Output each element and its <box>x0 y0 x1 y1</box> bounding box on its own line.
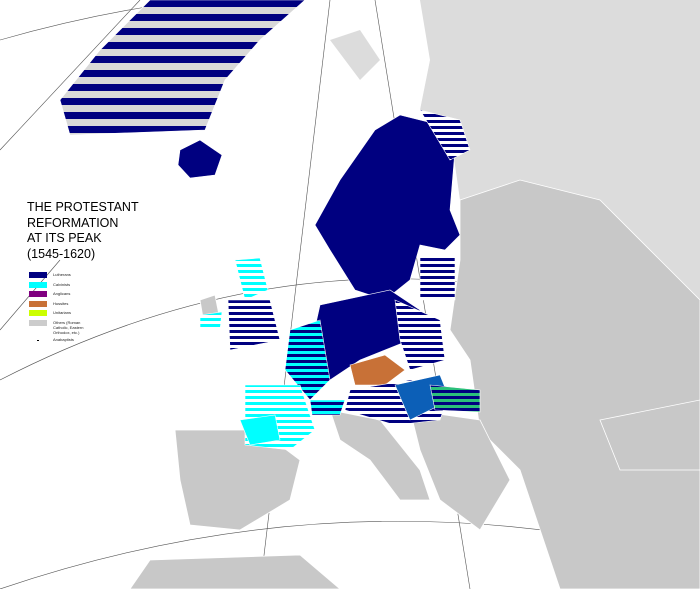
legend-label: Hussites <box>53 300 69 306</box>
transylvania <box>429 384 481 413</box>
legend-label: Lutherans <box>53 272 71 277</box>
legend-item-others: Others (Roman Catholic, Eastern Orthodox… <box>29 319 91 337</box>
unitarians-swatch <box>29 310 47 316</box>
anglicans-swatch <box>29 291 47 297</box>
legend-item-anabaptists: Anabaptists <box>29 337 91 347</box>
france-south <box>239 414 281 446</box>
legend-item-calvinists: Calvinists <box>29 281 91 292</box>
iceland <box>177 139 223 179</box>
others-swatch <box>29 319 47 326</box>
legend-item-unitarians: Unitarians <box>29 310 91 320</box>
baltics <box>419 254 456 301</box>
england <box>227 299 281 351</box>
legend-label: Others (Roman Catholic, Eastern Orthodox… <box>53 319 84 335</box>
germany-mix <box>284 319 331 401</box>
legend-label: Anabaptists <box>53 336 74 342</box>
scandinavia <box>314 114 461 301</box>
ireland-hatch <box>199 311 223 331</box>
poland <box>394 299 446 371</box>
legend-label: Unitarians <box>53 310 72 315</box>
anabaptists-dot <box>29 337 47 343</box>
bohemia <box>349 354 406 386</box>
legend: Lutherans Calvinists Anglicans Hussites … <box>29 272 91 346</box>
legend-item-lutherans: Lutherans <box>29 272 91 282</box>
lutherans-swatch <box>29 272 47 278</box>
map-title: THE PROTESTANT REFORMATION AT ITS PEAK (… <box>27 200 139 261</box>
protestant-regions <box>59 0 481 451</box>
scotland <box>234 257 269 301</box>
calvinists-swatch <box>29 281 47 288</box>
legend-item-hussites: Hussites <box>29 300 91 311</box>
legend-label: Anglicans <box>53 291 71 296</box>
land-other <box>129 179 700 589</box>
legend-item-anglicans: Anglicans <box>29 291 91 301</box>
swiss <box>309 399 346 416</box>
hussites-swatch <box>29 300 47 307</box>
finland-north <box>419 109 471 161</box>
greenland <box>59 0 306 136</box>
legend-label: Calvinists <box>53 281 71 287</box>
